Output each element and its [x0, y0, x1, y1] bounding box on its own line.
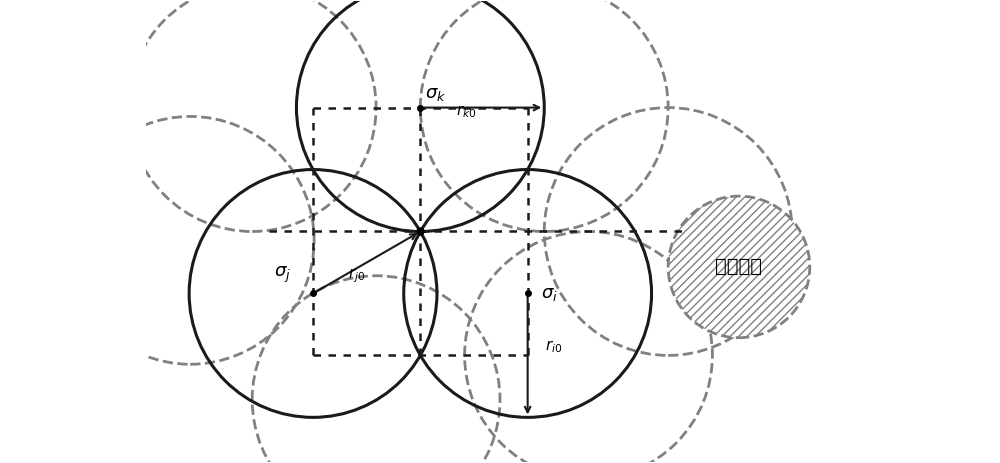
Text: $\sigma_i$: $\sigma_i$ [541, 285, 558, 303]
Text: 搜索区域: 搜索区域 [715, 257, 762, 276]
Text: $r_{i0}$: $r_{i0}$ [545, 338, 563, 355]
Text: $r_{k0}$: $r_{k0}$ [456, 104, 476, 120]
Circle shape [668, 196, 810, 338]
Text: $\sigma_k$: $\sigma_k$ [425, 85, 446, 103]
Text: $\sigma_j$: $\sigma_j$ [274, 264, 291, 285]
Text: $r_{j0}$: $r_{j0}$ [348, 266, 366, 285]
